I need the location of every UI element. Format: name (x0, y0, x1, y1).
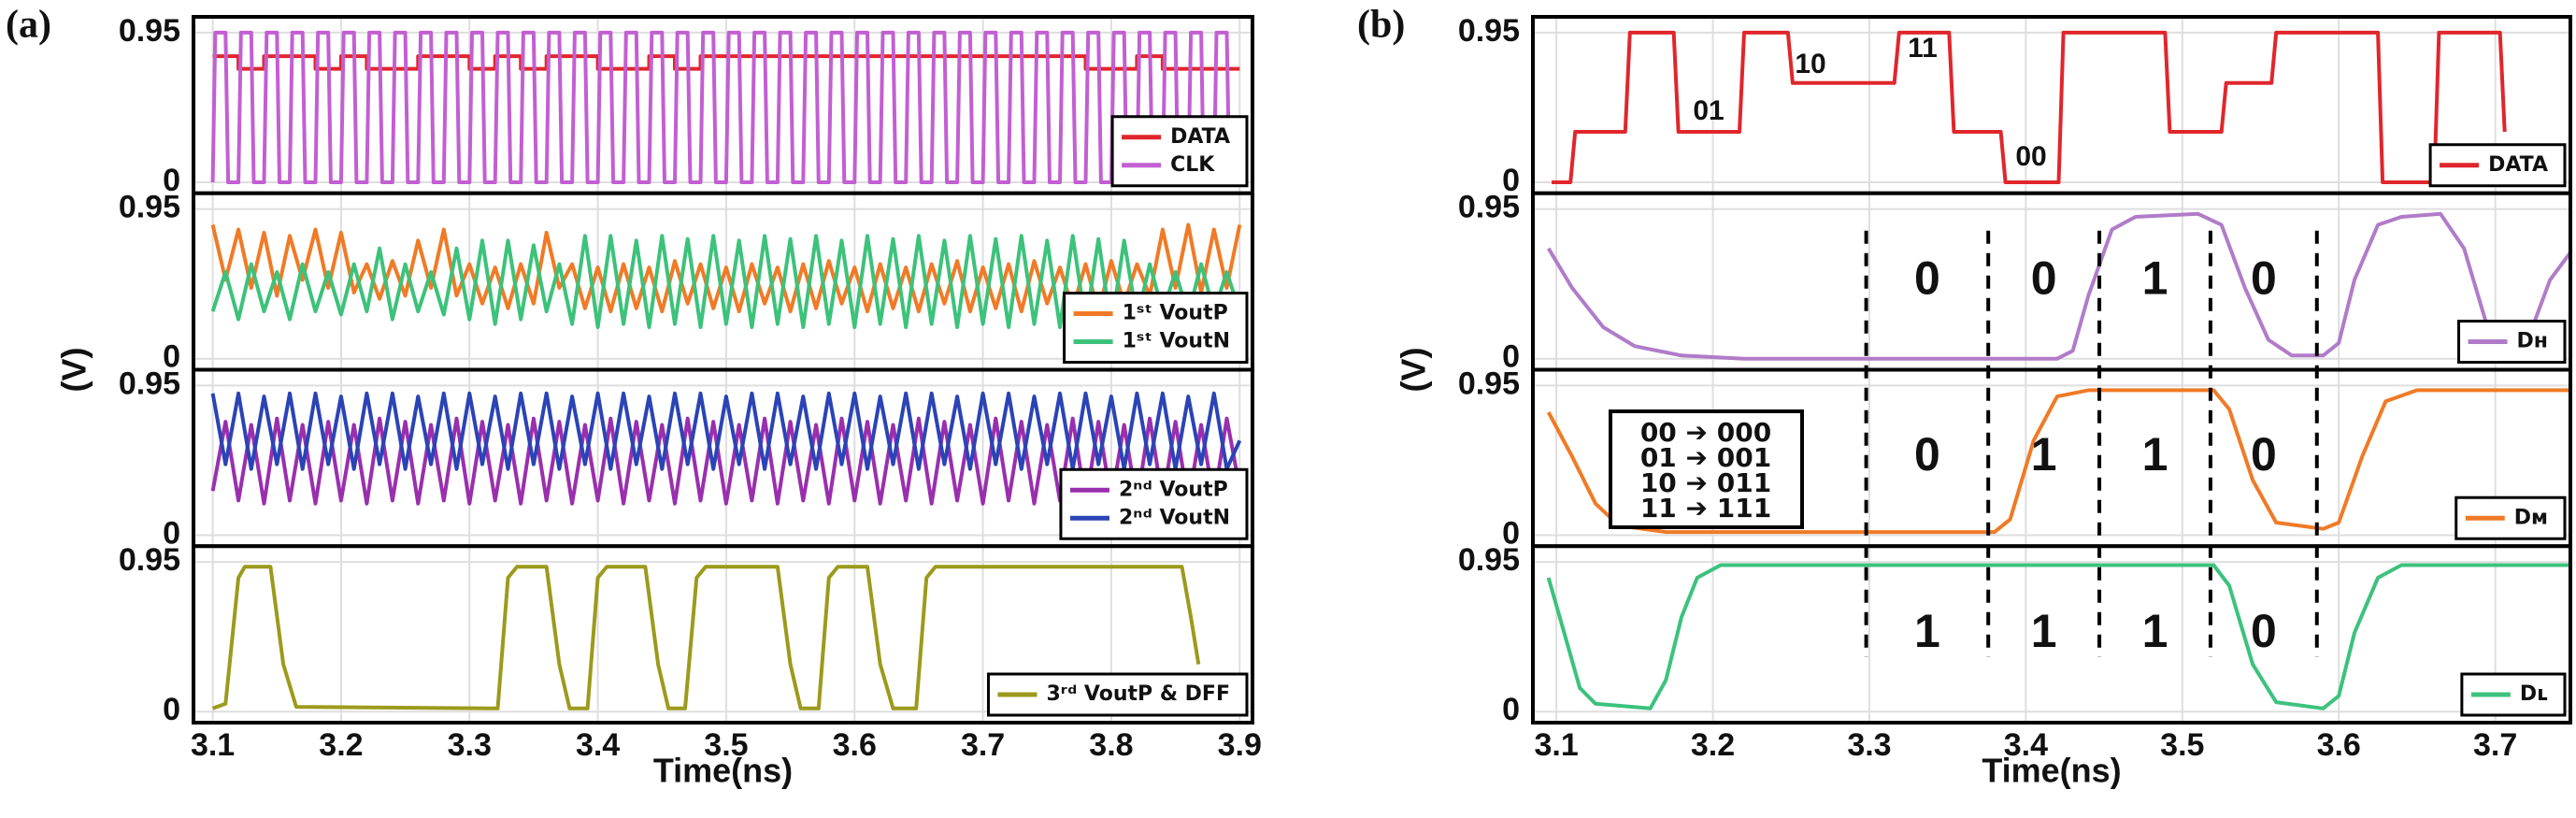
mapping-box (1609, 409, 1804, 529)
y-tick-label: 0.95 (1458, 542, 1520, 578)
x-tick-label: 3.5 (2160, 727, 2204, 763)
legend-label: 2ⁿᵈ VoutP (1119, 478, 1228, 501)
x-tick-label: 3.6 (833, 727, 877, 763)
x-axis-label: Time(ns) (653, 752, 793, 790)
series-line (210, 234, 1242, 329)
series-line (1552, 30, 2507, 184)
x-tick-label: 3.4 (2004, 727, 2048, 763)
y-tick-label: 0.95 (1458, 190, 1520, 225)
x-tick-label: 3.2 (1691, 727, 1735, 763)
x-tick-label: 3.9 (1218, 727, 1262, 763)
legend-label: 1ˢᵗ VoutN (1123, 330, 1230, 353)
level-label: 00 (2015, 141, 2046, 172)
x-tick-label: 3.6 (2317, 727, 2361, 763)
plot-border (192, 544, 1254, 725)
mapping-text: 01 ➔ 001 (1640, 442, 1771, 473)
series-line (1546, 563, 2570, 710)
legend: DATA (2428, 143, 2567, 188)
y-tick-label: 0 (1502, 515, 1520, 551)
y-tick-label: 0 (163, 692, 180, 727)
y-tick-label: 0 (163, 339, 180, 375)
x-tick-label: 3.7 (961, 727, 1005, 763)
panel-label: (b) (1357, 4, 1405, 47)
x-tick-label: 3.8 (1089, 727, 1133, 763)
x-axis-label: Time(ns) (1982, 752, 2121, 790)
panel-label: (a) (6, 4, 51, 47)
plot-border (1531, 544, 2572, 725)
legend-label: DATA (1170, 125, 1230, 149)
mapping-text: 00 ➔ 000 (1640, 417, 1771, 448)
legend-label: 3ʳᵈ VoutP & DFF (1046, 682, 1230, 706)
series-line (1546, 211, 2570, 361)
x-tick-label: 3.3 (448, 727, 492, 763)
plot-area (1533, 546, 2570, 723)
y-tick-label: 0 (1502, 339, 1520, 375)
bit-label: 0 (2251, 251, 2277, 304)
legend-label: Dʜ (2517, 330, 2548, 353)
plot-area (1533, 17, 2570, 194)
bit-label: 1 (2031, 428, 2057, 481)
level-label: 11 (1908, 33, 1938, 64)
y-tick-label: 0 (1502, 692, 1520, 727)
y-tick-label: 0.95 (1458, 366, 1520, 401)
bit-label: 1 (2142, 605, 2168, 657)
y-tick-label: 0 (1502, 163, 1520, 198)
y-axis-label: (V) (1395, 348, 1433, 393)
bit-label: 0 (2251, 605, 2277, 657)
y-tick-label: 0.95 (119, 13, 180, 49)
y-tick-label: 0.95 (119, 542, 180, 578)
legend-label: 2ⁿᵈ VoutN (1119, 506, 1230, 529)
bit-label: 1 (1914, 605, 1940, 657)
x-tick-label: 3.1 (1534, 727, 1578, 763)
legend-label: DATA (2488, 153, 2548, 177)
legend: DATA CLK (1110, 115, 1249, 188)
mapping-text: 10 ➔ 011 (1640, 467, 1771, 498)
legend-label: CLK (1170, 153, 1215, 177)
x-tick-label: 3.5 (704, 727, 748, 763)
legend: 1ˢᵗ VoutP 1ˢᵗ VoutN (1063, 292, 1249, 364)
bit-label: 0 (2251, 428, 2277, 481)
legend-label: Dᴍ (2514, 506, 2548, 529)
mapping-text: 11 ➔ 111 (1640, 493, 1771, 524)
x-tick-label: 3.4 (576, 727, 620, 763)
legend-box (1063, 292, 1249, 364)
legend: Dᴍ (2454, 495, 2567, 540)
legend: Dʜ (2457, 320, 2567, 364)
y-tick-label: 0 (163, 163, 180, 198)
x-tick-label: 3.1 (191, 727, 235, 763)
bit-label: 1 (2031, 605, 2057, 657)
y-axis-label: (V) (55, 348, 93, 393)
y-tick-label: 0.95 (119, 190, 180, 225)
bit-label: 1 (2142, 428, 2168, 481)
series-line (210, 391, 1242, 471)
bit-label: 0 (1914, 251, 1940, 304)
series-line (211, 565, 1201, 710)
legend-label: Dʟ (2520, 682, 2548, 706)
legend-box (1110, 115, 1249, 188)
x-tick-label: 3.3 (1847, 727, 1891, 763)
y-tick-label: 0.95 (1458, 13, 1520, 49)
legend: 2ⁿᵈ VoutP 2ⁿᵈ VoutN (1059, 467, 1249, 540)
level-label: 01 (1693, 95, 1724, 126)
legend: Dʟ (2460, 672, 2567, 717)
series-line (210, 30, 1232, 184)
plot-area (1533, 193, 2570, 370)
level-label: 10 (1795, 49, 1825, 79)
bit-label: 0 (2031, 251, 2057, 304)
legend-box (1059, 467, 1249, 540)
legend-label: 1ˢᵗ VoutP (1123, 302, 1228, 325)
y-tick-label: 0.95 (119, 366, 180, 401)
series-line (212, 54, 1240, 71)
x-tick-label: 3.7 (2473, 727, 2517, 763)
bit-label: 0 (1914, 428, 1940, 481)
bit-label: 1 (2142, 251, 2168, 304)
y-tick-label: 0 (163, 515, 180, 551)
x-tick-label: 3.2 (319, 727, 363, 763)
legend: 3ʳᵈ VoutP & DFF (986, 672, 1249, 717)
